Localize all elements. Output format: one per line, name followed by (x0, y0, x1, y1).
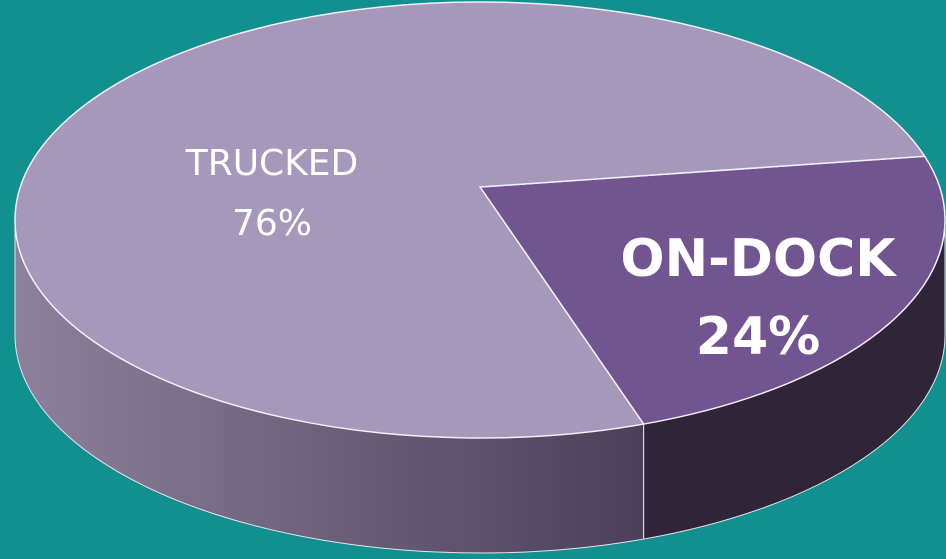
slice-value-label: 24% (696, 307, 820, 367)
slice-label: TRUCKED (185, 143, 359, 184)
slice-label: ON-DOCK (620, 229, 897, 289)
slice-value-label: 76% (232, 203, 312, 244)
pie-slice (478, 155, 946, 425)
pie-slice (14, 1, 927, 439)
